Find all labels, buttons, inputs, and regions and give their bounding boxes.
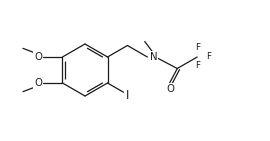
Text: F: F	[206, 52, 211, 61]
Text: N: N	[150, 52, 157, 62]
Text: I: I	[126, 89, 129, 102]
Text: O: O	[34, 52, 42, 62]
Text: F: F	[195, 44, 200, 52]
Text: O: O	[34, 78, 42, 88]
Text: F: F	[195, 61, 200, 70]
Text: O: O	[166, 83, 174, 93]
